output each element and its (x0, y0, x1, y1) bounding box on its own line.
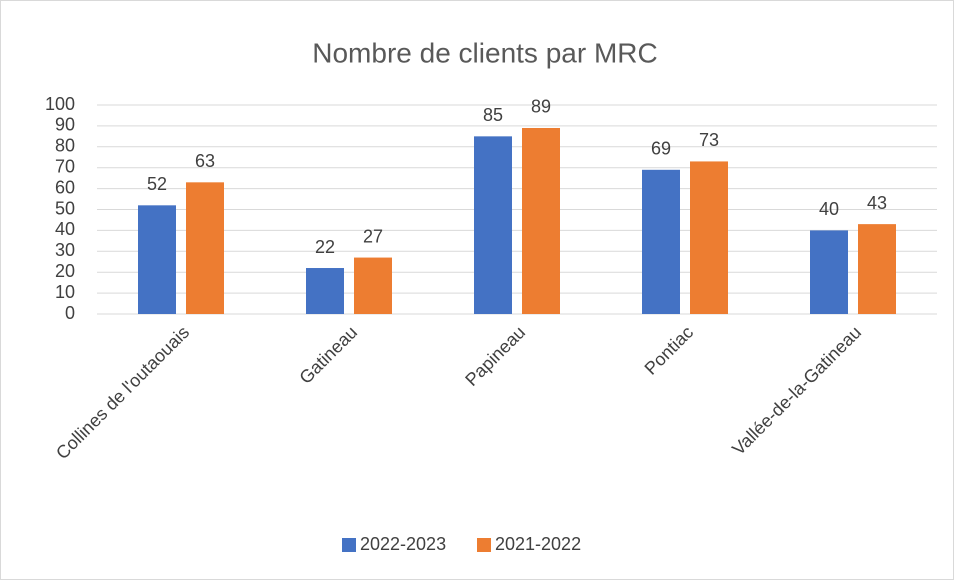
bar (858, 224, 896, 314)
bar (690, 161, 728, 314)
y-tick-label: 30 (55, 240, 75, 260)
y-tick-label: 100 (45, 94, 75, 114)
bar (522, 127, 560, 315)
y-tick-label: 80 (55, 136, 75, 156)
legend-label: 2021-2022 (495, 534, 581, 554)
bar (186, 182, 224, 314)
y-tick-label: 0 (65, 303, 75, 323)
data-label: 22 (315, 237, 335, 257)
chart-title: Nombre de clients par MRC (312, 37, 657, 68)
y-tick-label: 10 (55, 282, 75, 302)
y-tick-label: 50 (55, 198, 75, 218)
bar (810, 230, 848, 314)
data-label: 43 (867, 193, 887, 213)
y-tick-label: 20 (55, 261, 75, 281)
y-tick-label: 90 (55, 115, 75, 135)
y-tick-label: 60 (55, 177, 75, 197)
data-label: 27 (363, 226, 383, 246)
data-label: 52 (147, 174, 167, 194)
bar (354, 257, 392, 314)
data-label: 69 (651, 139, 671, 159)
y-tick-label: 70 (55, 156, 75, 176)
bar (642, 169, 680, 314)
data-label: 40 (819, 199, 839, 219)
data-label: 85 (483, 105, 503, 125)
data-label: 89 (531, 97, 551, 117)
y-tick-label: 40 (55, 219, 75, 239)
legend-swatch (477, 538, 491, 552)
legend-swatch (342, 538, 356, 552)
bar (138, 205, 176, 314)
legend-label: 2022-2023 (360, 534, 446, 554)
data-label: 63 (195, 151, 215, 171)
data-label: 73 (699, 130, 719, 150)
bar (306, 268, 344, 314)
bar (474, 136, 512, 314)
